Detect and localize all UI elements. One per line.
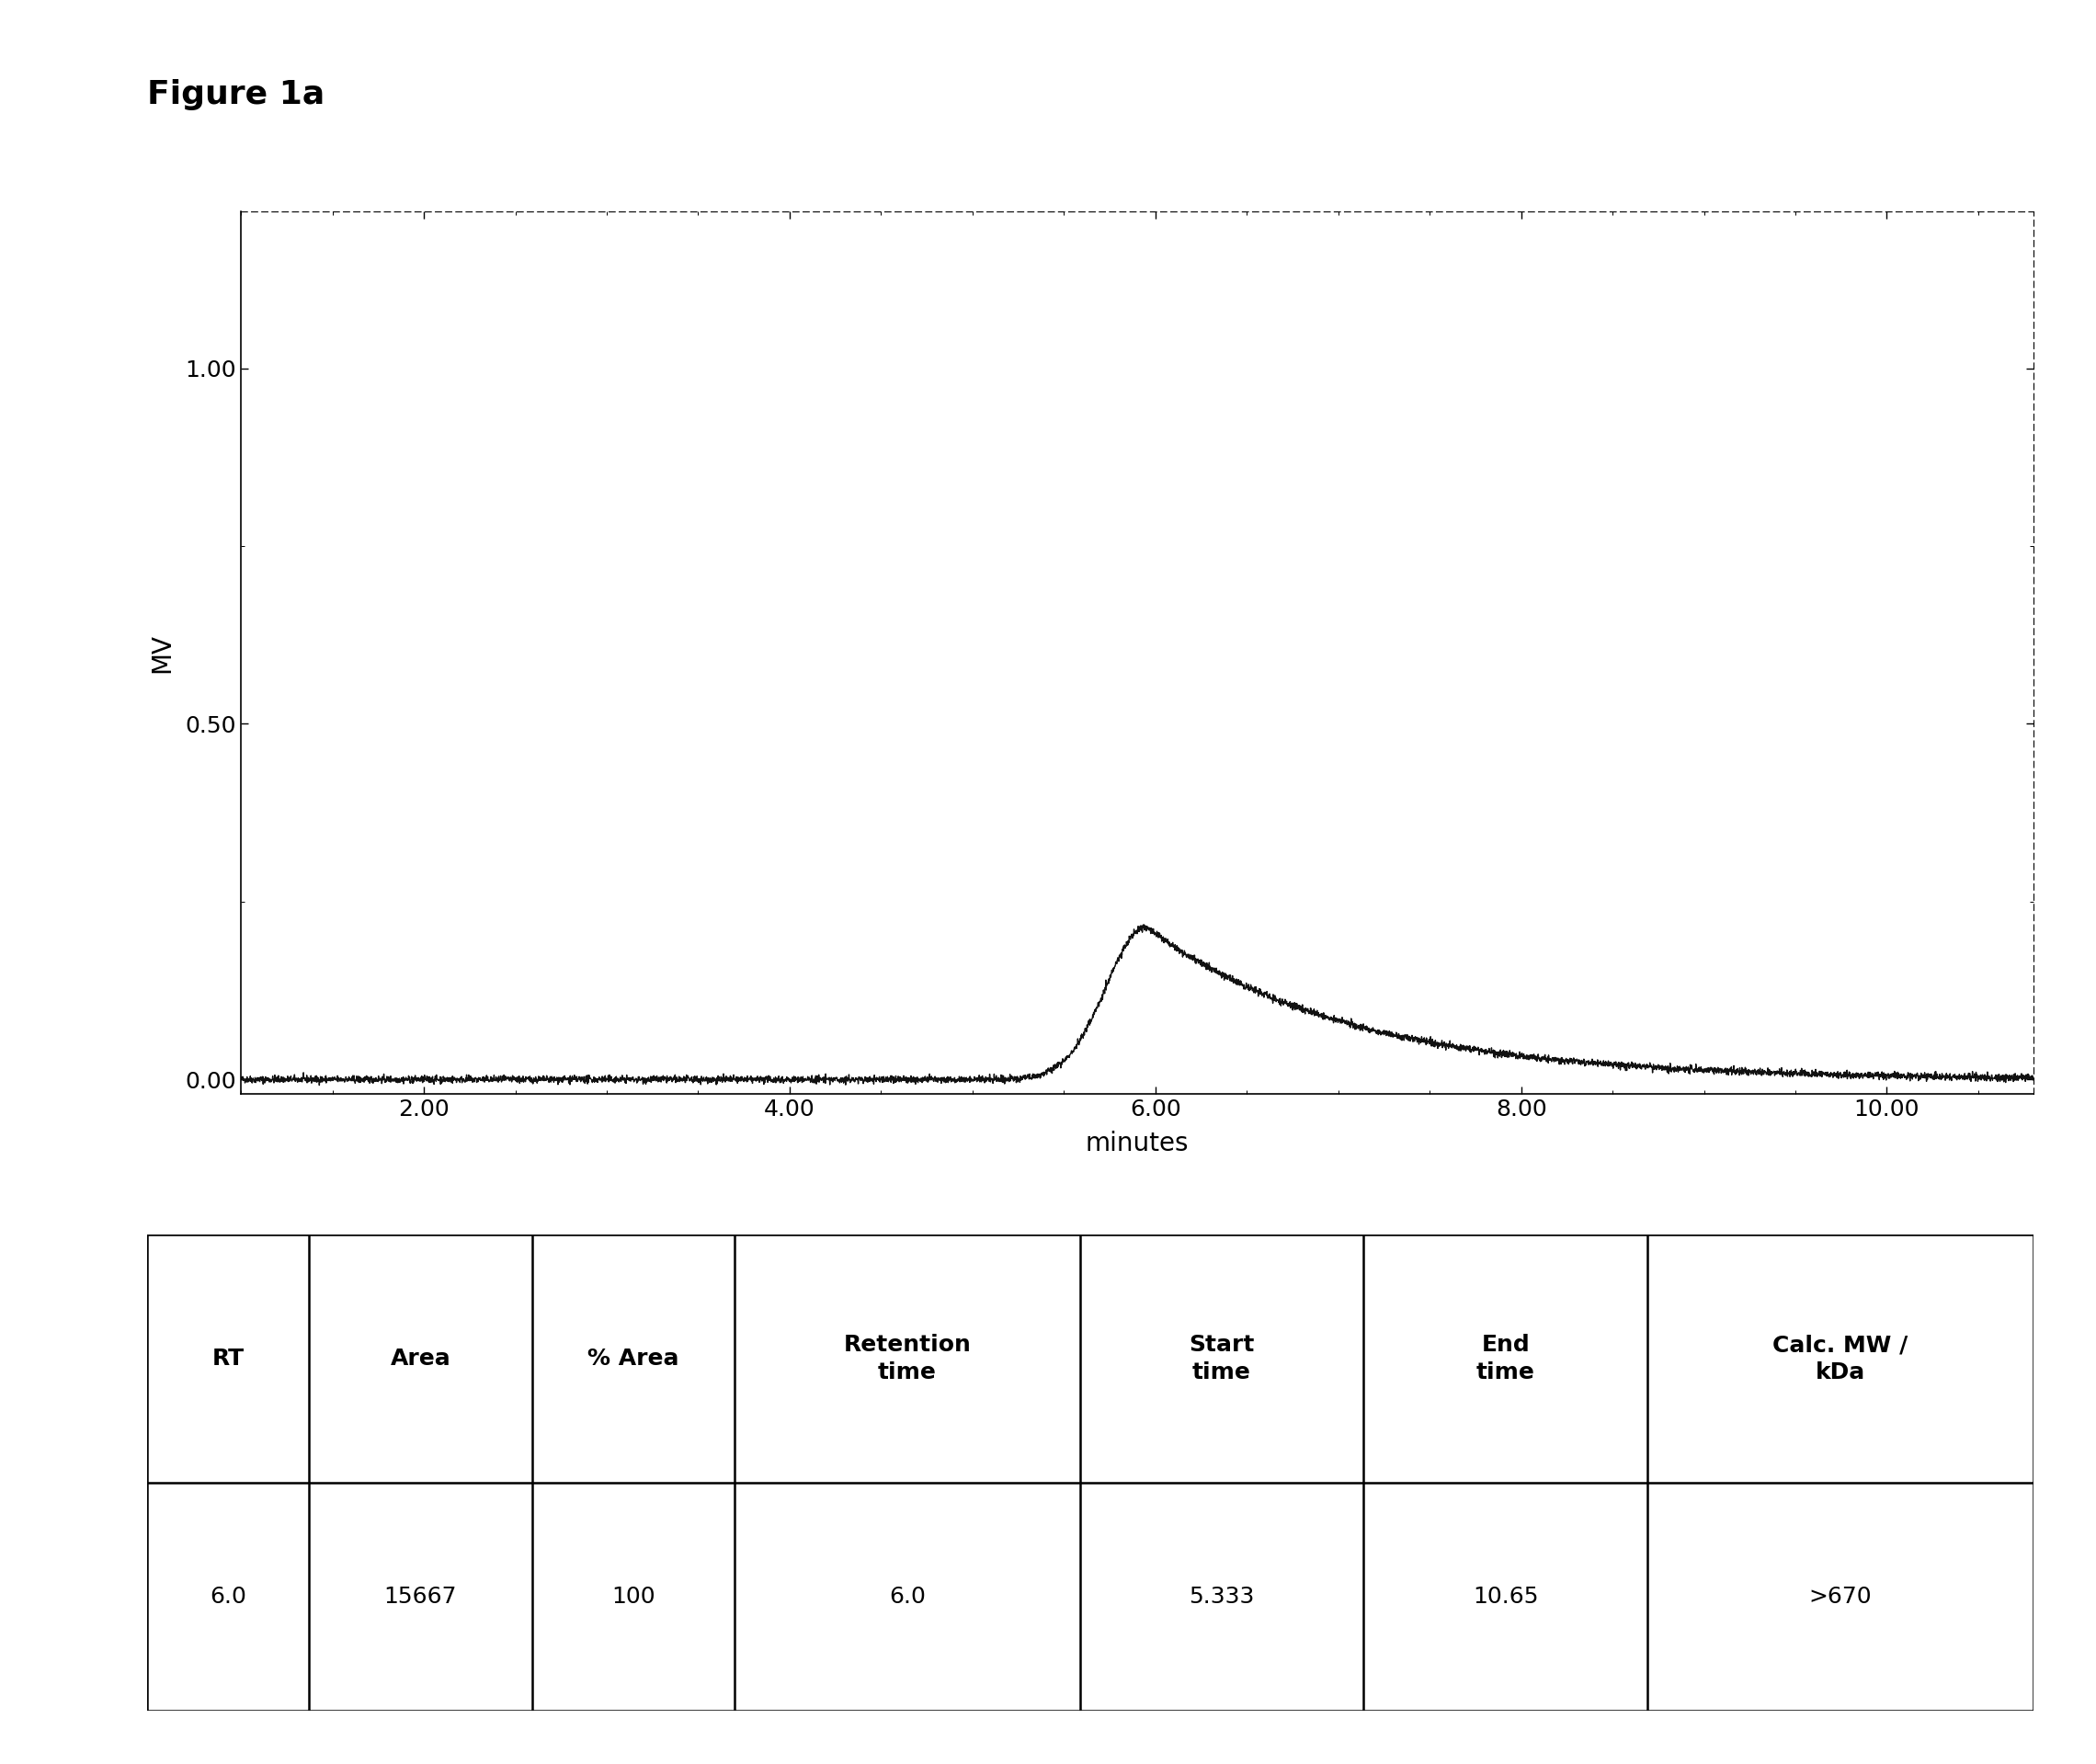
Y-axis label: MV: MV <box>149 633 176 672</box>
X-axis label: minutes: minutes <box>1086 1131 1188 1155</box>
Text: Area: Area <box>390 1348 451 1369</box>
Text: End
time: End time <box>1476 1334 1534 1383</box>
Text: >670: >670 <box>1809 1586 1872 1607</box>
Text: Calc. MW /
kDa: Calc. MW / kDa <box>1773 1334 1907 1383</box>
Text: 6.0: 6.0 <box>210 1586 245 1607</box>
Text: RT: RT <box>212 1348 243 1369</box>
Text: Figure 1a: Figure 1a <box>147 79 325 111</box>
Text: % Area: % Area <box>587 1348 679 1369</box>
Text: Retention
time: Retention time <box>843 1334 970 1383</box>
Text: 5.333: 5.333 <box>1188 1586 1256 1607</box>
Text: Start
time: Start time <box>1188 1334 1256 1383</box>
Text: 10.65: 10.65 <box>1473 1586 1538 1607</box>
Text: 6.0: 6.0 <box>889 1586 926 1607</box>
Text: 100: 100 <box>612 1586 656 1607</box>
Text: 15667: 15667 <box>384 1586 457 1607</box>
